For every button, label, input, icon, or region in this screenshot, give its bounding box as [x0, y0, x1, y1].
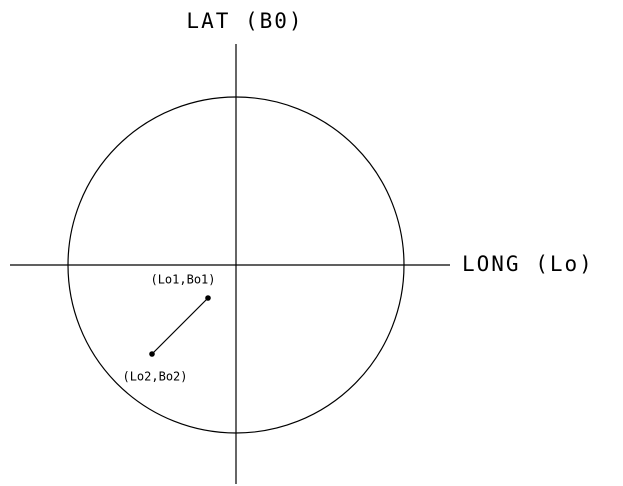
lat-label: LAT (B0) [186, 9, 303, 33]
point-label: (Lo1,Bo1) [150, 273, 215, 287]
long-label: LONG (Lo) [462, 252, 594, 276]
point-label: (Lo2,Bo2) [122, 370, 187, 384]
point [149, 351, 155, 357]
point [205, 295, 211, 301]
segment [151, 297, 209, 355]
